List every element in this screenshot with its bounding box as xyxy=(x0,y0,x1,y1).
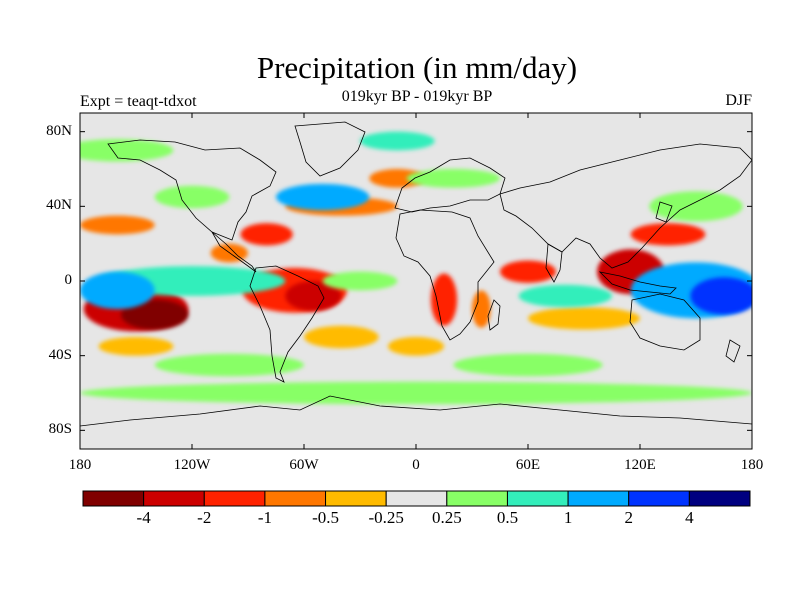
colorbar-label: -0.5 xyxy=(312,508,339,527)
lat-label: 0 xyxy=(64,272,73,288)
anomaly-region-20 xyxy=(276,183,370,211)
coastline-north-america xyxy=(107,139,277,241)
colorbar-label: -1 xyxy=(257,508,272,527)
colorbar-label: -0.25 xyxy=(368,508,404,527)
anomaly-region-12 xyxy=(630,223,706,246)
colorbar-segment xyxy=(264,490,327,507)
anomaly-region-9 xyxy=(472,290,491,328)
anomaly-layer xyxy=(80,131,752,405)
lon-label: 120W xyxy=(173,457,211,473)
colorbar-segment xyxy=(203,490,266,507)
colorbar-segment xyxy=(506,490,569,507)
anomaly-region-14 xyxy=(528,307,640,330)
colorbar-segment xyxy=(82,490,145,507)
anomaly-region-15 xyxy=(98,337,174,356)
colorbar-label: -4 xyxy=(136,508,151,527)
anomaly-region-16 xyxy=(304,325,379,349)
coastline-greenland xyxy=(294,121,366,177)
anomaly-region-10 xyxy=(500,260,556,283)
lon-label: 60E xyxy=(515,457,541,473)
lon-label: 60W xyxy=(289,457,319,473)
anomaly-region-28 xyxy=(154,353,304,377)
season-label: DJF xyxy=(725,92,752,109)
lat-label: 80S xyxy=(48,421,72,438)
coastlines xyxy=(80,121,752,427)
colorbar-segment xyxy=(143,490,205,507)
lat-label: 80N xyxy=(46,122,72,139)
anomaly-region-26 xyxy=(80,381,752,405)
experiment-label: Expt = teaqt-tdxot xyxy=(80,93,197,110)
anomaly-region-13 xyxy=(80,215,155,235)
anomaly-region-32 xyxy=(406,169,501,188)
coastline-australia xyxy=(629,293,701,351)
colorbar-segment xyxy=(446,490,508,507)
colorbar-label: 4 xyxy=(685,508,694,527)
coastline-south-america xyxy=(249,265,325,383)
coastline-japan xyxy=(655,201,673,223)
anomaly-region-3 xyxy=(285,281,342,311)
lat-label: 40S xyxy=(48,346,72,363)
anomaly-region-17 xyxy=(388,337,444,356)
chart-subtitle: 019kyr BP - 019kyr BP xyxy=(341,88,493,105)
coastline-new-zealand xyxy=(725,339,741,363)
colorbar-label: 0.5 xyxy=(496,508,519,527)
colorbar-segment xyxy=(385,490,448,507)
anomaly-region-24 xyxy=(322,271,398,291)
coastline-africa xyxy=(395,209,495,341)
anomaly-region-8 xyxy=(430,273,458,326)
colorbar-label: 1 xyxy=(563,508,573,527)
axis-ticks xyxy=(79,113,753,449)
anomaly-region-7 xyxy=(369,169,426,188)
colorbar-label: 2 xyxy=(624,508,633,527)
anomaly-region-1 xyxy=(121,299,189,330)
colorbar-segment xyxy=(567,490,630,507)
coastline-indonesia xyxy=(598,271,677,295)
anomaly-region-22 xyxy=(690,277,752,315)
lon-label: 120E xyxy=(624,457,656,473)
colorbar-label: 0.25 xyxy=(431,508,462,527)
lon-label: 180 xyxy=(740,457,764,473)
anomaly-region-27 xyxy=(453,353,603,377)
colorbar-label: -2 xyxy=(197,508,212,527)
lon-label: 180 xyxy=(68,457,92,473)
coastline-antarctica xyxy=(80,395,752,427)
colorbar-segment xyxy=(628,490,690,507)
chart-title: Precipitation (in mm/day) xyxy=(256,50,578,85)
colorbar-segment xyxy=(688,490,751,507)
anomaly-region-19 xyxy=(80,271,155,310)
anomaly-region-25 xyxy=(154,185,230,209)
colorbar-segment xyxy=(325,490,387,507)
anomaly-region-23 xyxy=(518,284,612,308)
anomaly-region-4 xyxy=(240,223,293,246)
coastline-madagascar xyxy=(487,299,501,331)
lon-label: 0 xyxy=(412,457,420,473)
anomaly-region-30 xyxy=(80,139,174,162)
coastline-central-america xyxy=(211,231,257,273)
colorbar xyxy=(82,490,751,507)
lat-label: 40N xyxy=(46,197,72,214)
coastline-india xyxy=(545,243,563,283)
anomaly-region-31 xyxy=(360,131,435,151)
coastline-europe xyxy=(394,157,506,213)
anomaly-region-29 xyxy=(649,191,743,222)
